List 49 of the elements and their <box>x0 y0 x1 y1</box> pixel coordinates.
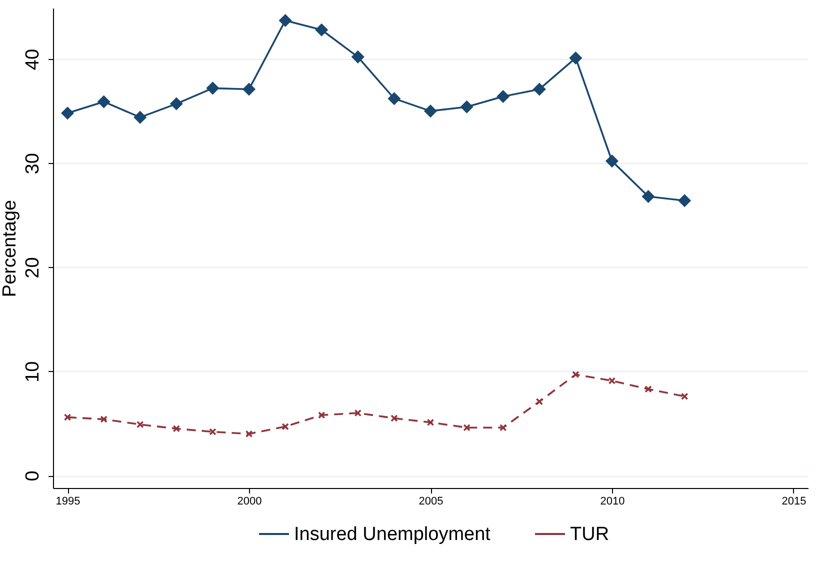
point <box>315 23 328 36</box>
point <box>61 106 74 120</box>
point <box>532 82 546 96</box>
point <box>460 100 474 114</box>
legend-label: TUR <box>570 524 610 545</box>
x-tick-label: 2010 <box>600 496 625 508</box>
point <box>172 425 180 432</box>
y-tick-label: 20 <box>22 257 44 278</box>
point <box>245 430 253 438</box>
point <box>351 50 364 64</box>
y-tick-label: 40 <box>22 48 44 70</box>
point <box>678 194 692 208</box>
y-tick-label: 0 <box>22 470 44 482</box>
y-axis-title: Percentage <box>0 200 20 298</box>
point <box>496 90 510 104</box>
point <box>644 385 652 393</box>
point <box>282 422 289 430</box>
legend-label: Insured Unemployment <box>294 524 492 545</box>
point <box>499 424 507 432</box>
point <box>242 82 256 96</box>
point <box>206 82 220 95</box>
point <box>536 398 544 406</box>
point <box>388 92 401 106</box>
point <box>608 377 616 384</box>
point <box>354 409 362 417</box>
point <box>97 95 110 108</box>
point <box>680 392 688 400</box>
x-tick-label: 2015 <box>782 496 806 508</box>
point <box>390 414 398 422</box>
y-tick-label: 30 <box>22 153 44 174</box>
x-tick-label: 1995 <box>56 496 80 508</box>
point <box>170 97 183 110</box>
point <box>463 424 470 432</box>
x-tick-label: 2000 <box>237 496 262 508</box>
point <box>64 414 72 421</box>
point <box>278 14 292 28</box>
point <box>134 110 147 124</box>
point <box>318 411 326 419</box>
point <box>642 190 655 203</box>
point <box>605 154 619 168</box>
y-tick-label: 10 <box>22 361 44 382</box>
point <box>100 416 108 423</box>
point <box>424 104 438 118</box>
point <box>209 428 216 436</box>
point <box>569 51 582 64</box>
point <box>136 420 144 428</box>
point <box>572 370 580 378</box>
point <box>426 418 434 426</box>
x-tick-label: 2005 <box>418 496 444 508</box>
